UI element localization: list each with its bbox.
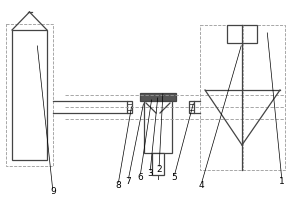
Text: 7: 7 xyxy=(125,176,131,186)
Bar xyxy=(140,93,176,101)
Bar xyxy=(144,101,172,153)
Bar xyxy=(152,153,164,175)
Text: 2: 2 xyxy=(156,164,162,173)
Text: 8: 8 xyxy=(115,180,121,190)
Bar xyxy=(127,101,132,113)
Text: 6: 6 xyxy=(137,172,143,182)
Text: 3: 3 xyxy=(147,168,153,178)
Text: 1: 1 xyxy=(279,176,285,186)
Bar xyxy=(189,101,194,113)
Bar xyxy=(12,30,47,160)
Text: 9: 9 xyxy=(50,188,56,196)
Bar xyxy=(6,24,53,166)
Bar xyxy=(227,25,257,43)
Bar xyxy=(200,25,285,170)
Text: 5: 5 xyxy=(171,172,177,182)
Text: 4: 4 xyxy=(198,180,204,190)
